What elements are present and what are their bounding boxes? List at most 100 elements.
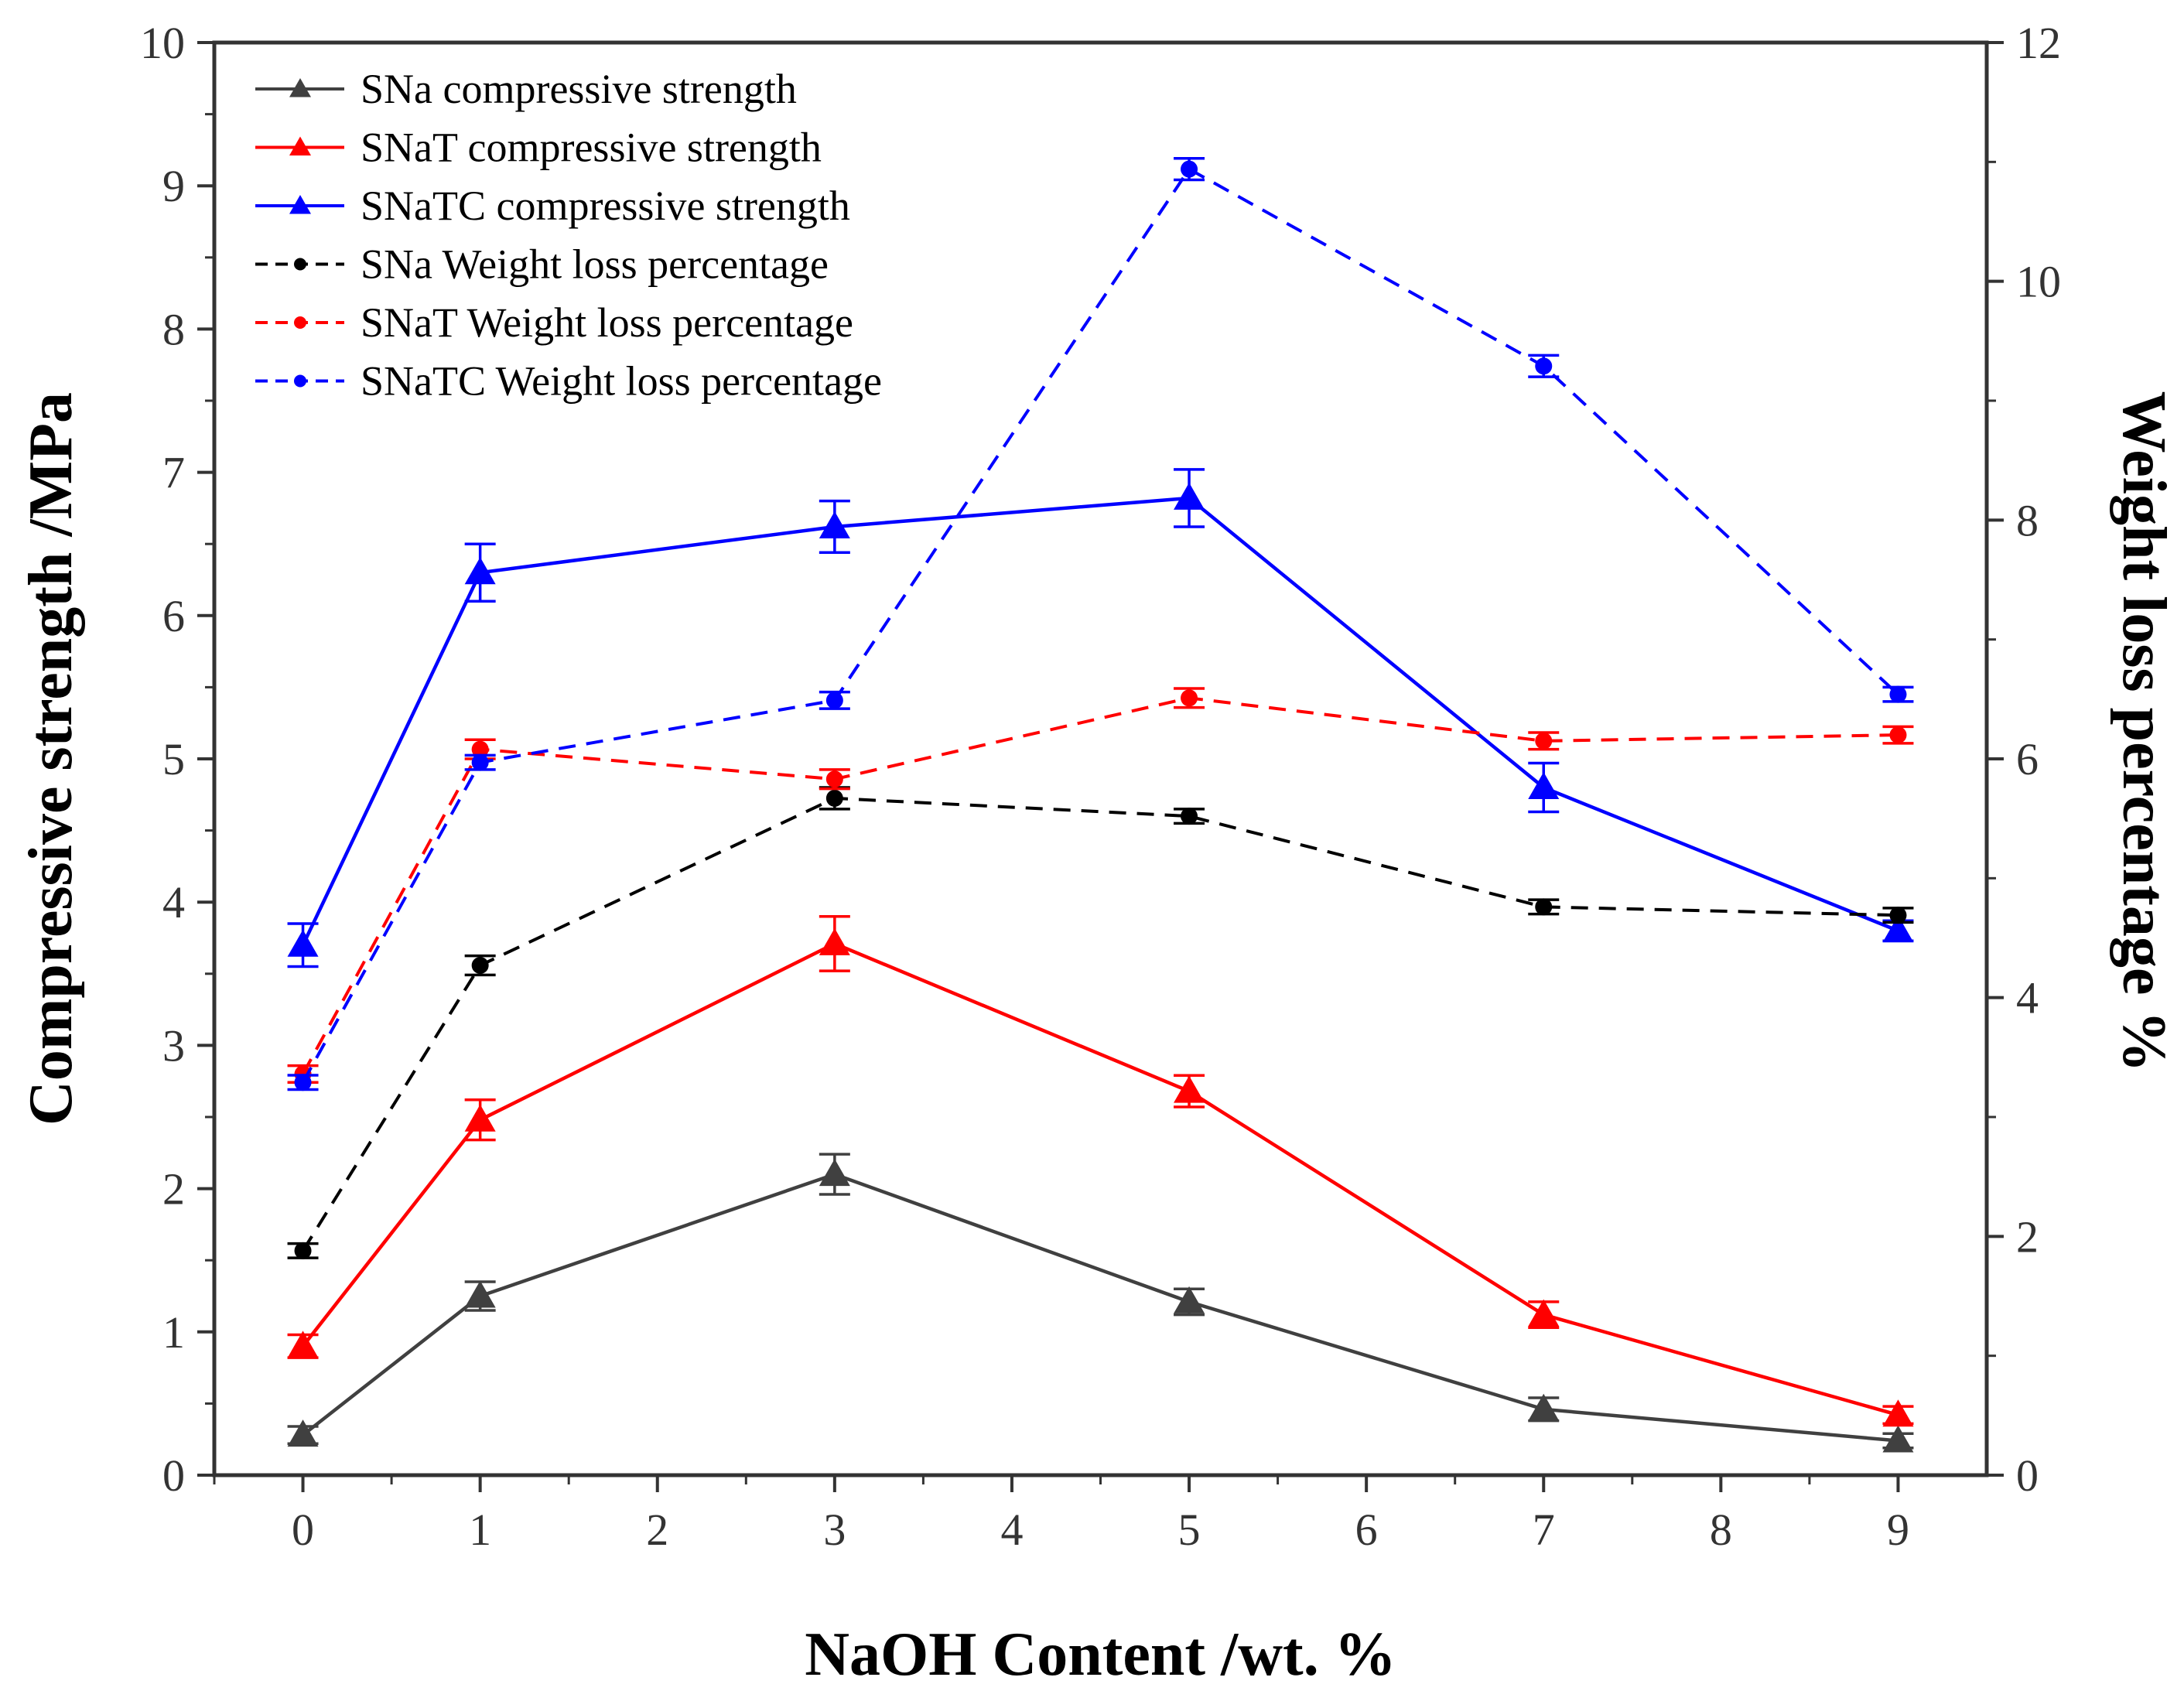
data-point bbox=[464, 1280, 496, 1308]
data-point bbox=[1535, 357, 1553, 375]
data-point bbox=[1181, 689, 1198, 707]
data-point bbox=[471, 956, 489, 974]
series-line bbox=[301, 796, 1899, 1252]
x-tick-label: 0 bbox=[292, 1505, 314, 1555]
x-tick-label: 2 bbox=[646, 1505, 668, 1555]
left-y-tick-label: 2 bbox=[162, 1164, 185, 1214]
series-line bbox=[301, 696, 1899, 1075]
x-tick-label: 6 bbox=[1355, 1505, 1378, 1555]
legend-label: SNa Weight loss percentage bbox=[361, 241, 829, 288]
data-point bbox=[287, 1419, 319, 1447]
left-y-tick-label: 1 bbox=[162, 1307, 185, 1358]
x-axis-title: NaOH Content /wt. % bbox=[805, 1621, 1396, 1689]
data-point bbox=[1528, 1299, 1560, 1327]
data-point bbox=[1889, 726, 1907, 744]
right-y-axis-title: Weight loss percentage % bbox=[2110, 391, 2178, 1073]
left-y-tick-label: 6 bbox=[162, 591, 185, 641]
left-y-tick-label: 7 bbox=[162, 448, 185, 498]
series-2 bbox=[287, 914, 1914, 1427]
series-line bbox=[301, 166, 1899, 1084]
series-6 bbox=[287, 156, 1914, 1091]
series-4 bbox=[287, 786, 1914, 1259]
data-point bbox=[1535, 898, 1553, 916]
data-point bbox=[294, 374, 306, 388]
legend-item: SNaTC compressive strength bbox=[255, 183, 850, 229]
right-y-tick-label: 8 bbox=[2016, 495, 2039, 545]
series-3 bbox=[287, 468, 1914, 968]
data-point bbox=[287, 929, 319, 957]
x-tick-label: 4 bbox=[1000, 1505, 1023, 1555]
legend-item: SNa Weight loss percentage bbox=[255, 241, 829, 288]
left-y-tick-label: 5 bbox=[162, 734, 185, 784]
data-point bbox=[819, 511, 850, 538]
data-point bbox=[1889, 685, 1907, 703]
series-line bbox=[301, 496, 1899, 946]
data-point bbox=[287, 1331, 319, 1358]
data-point bbox=[1882, 1399, 1914, 1427]
legend-item: SNaT Weight loss percentage bbox=[255, 299, 853, 346]
legend-label: SNa compressive strength bbox=[361, 66, 797, 112]
data-point bbox=[1882, 915, 1914, 943]
left-y-axis-title: Compressive strength /MPa bbox=[17, 392, 85, 1126]
data-point bbox=[825, 789, 843, 807]
data-point bbox=[294, 316, 306, 329]
x-tick-label: 5 bbox=[1178, 1505, 1201, 1555]
data-point bbox=[1174, 1075, 1205, 1103]
data-point bbox=[819, 927, 850, 955]
series-5 bbox=[287, 687, 1914, 1084]
x-tick-label: 3 bbox=[823, 1505, 846, 1555]
data-point bbox=[289, 136, 311, 155]
data-point bbox=[1535, 732, 1553, 750]
series-layer bbox=[287, 156, 1914, 1453]
left-y-tick-label: 8 bbox=[162, 304, 185, 354]
legend-label: SNaT compressive strength bbox=[361, 125, 822, 171]
left-y-tick-label: 4 bbox=[162, 877, 185, 927]
right-y-tick-label: 10 bbox=[2016, 257, 2061, 307]
x-tick-label: 9 bbox=[1887, 1505, 1909, 1555]
left-y-tick-label: 3 bbox=[162, 1020, 185, 1071]
data-point bbox=[1528, 1393, 1560, 1421]
data-point bbox=[819, 1159, 850, 1187]
series-1 bbox=[287, 1153, 1914, 1453]
data-point bbox=[1889, 907, 1907, 924]
legend-label: SNaT Weight loss percentage bbox=[361, 299, 853, 346]
data-point bbox=[464, 1104, 496, 1132]
data-point bbox=[1528, 772, 1560, 800]
data-point bbox=[825, 770, 843, 788]
series-line bbox=[301, 941, 1899, 1417]
data-point bbox=[289, 78, 311, 97]
right-y-tick-label: 2 bbox=[2016, 1211, 2039, 1262]
data-point bbox=[294, 258, 306, 271]
data-point bbox=[1882, 1425, 1914, 1453]
legend-item: SNaT compressive strength bbox=[255, 125, 822, 171]
legend: SNa compressive strength SNaT compressive… bbox=[255, 66, 882, 405]
x-tick-label: 7 bbox=[1533, 1505, 1555, 1555]
x-tick-label: 8 bbox=[1710, 1505, 1732, 1555]
right-y-tick-label: 6 bbox=[2016, 734, 2039, 784]
legend-item: SNaTC Weight loss percentage bbox=[255, 358, 882, 405]
data-point bbox=[289, 195, 311, 214]
series-line bbox=[302, 1172, 1899, 1443]
data-point bbox=[471, 740, 489, 758]
legend-label: SNaTC Weight loss percentage bbox=[361, 358, 882, 405]
left-y-tick-label: 9 bbox=[162, 161, 185, 211]
data-point bbox=[1174, 1286, 1205, 1313]
data-point bbox=[471, 753, 489, 771]
data-point bbox=[1174, 482, 1205, 510]
legend-item: SNa compressive strength bbox=[255, 66, 797, 112]
x-tick-label: 1 bbox=[469, 1505, 491, 1555]
data-point bbox=[294, 1074, 312, 1091]
left-y-tick-label: 10 bbox=[140, 18, 185, 68]
left-y-tick-label: 0 bbox=[162, 1450, 185, 1501]
right-y-tick-label: 12 bbox=[2016, 18, 2061, 68]
data-point bbox=[1181, 808, 1198, 825]
data-point bbox=[464, 557, 496, 585]
data-point bbox=[1181, 160, 1198, 178]
right-y-tick-label: 4 bbox=[2016, 973, 2039, 1023]
legend-label: SNaTC compressive strength bbox=[361, 183, 850, 229]
data-point bbox=[825, 692, 843, 709]
right-y-tick-label: 0 bbox=[2016, 1450, 2039, 1501]
